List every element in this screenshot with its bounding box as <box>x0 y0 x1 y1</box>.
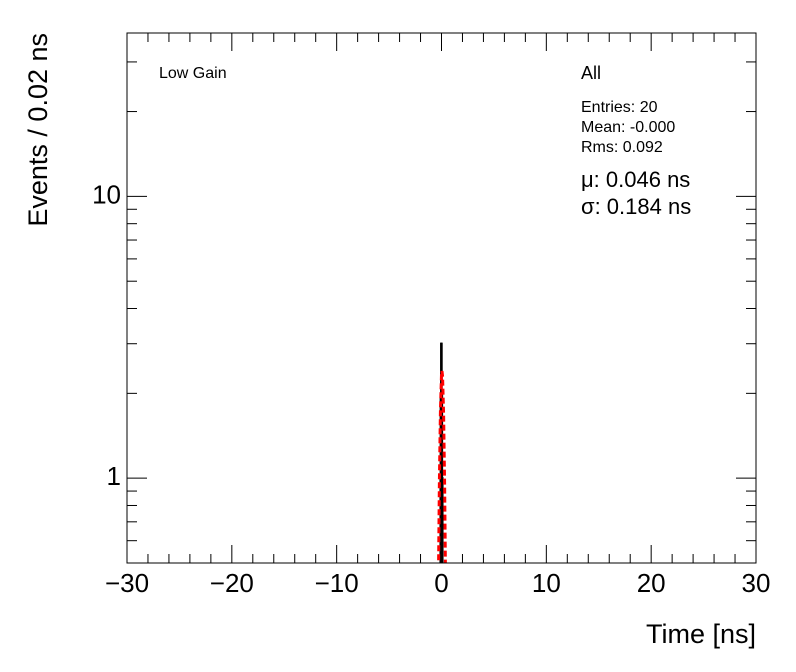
y-tick-label: 10 <box>92 179 121 209</box>
y-tick-label: 1 <box>107 461 121 491</box>
x-tick-label: 30 <box>742 568 771 598</box>
plot-area <box>437 342 447 563</box>
x-tick-label: 0 <box>434 568 448 598</box>
x-tick-label: −30 <box>105 568 149 598</box>
fit-curve <box>437 370 447 563</box>
stat-entries: Entries: 20 <box>581 99 658 116</box>
x-tick-label: −10 <box>315 568 359 598</box>
x-tick-label: 10 <box>532 568 561 598</box>
x-tick-label: −20 <box>210 568 254 598</box>
x-axis-title: Time [ns] <box>646 619 756 649</box>
x-tick-label: 20 <box>637 568 666 598</box>
fit-sigma: σ: 0.184 ns <box>581 194 691 219</box>
stat-rms: Rms: 0.092 <box>581 139 663 156</box>
legend-title: All <box>581 63 601 83</box>
stat-mean: Mean: -0.000 <box>581 119 675 136</box>
y-axis-title: Events / 0.02 ns <box>23 33 53 227</box>
fit-mu: μ: 0.046 ns <box>581 167 690 192</box>
region-label: Low Gain <box>159 65 227 82</box>
